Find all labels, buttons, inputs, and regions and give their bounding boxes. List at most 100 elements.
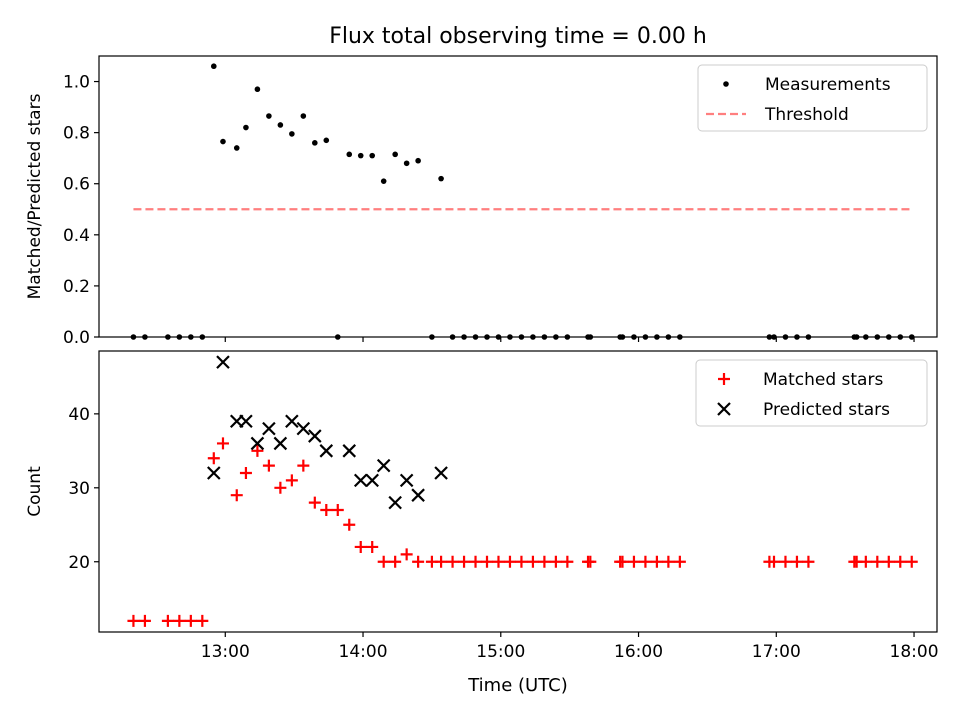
- matched-star-point: [538, 555, 551, 568]
- measurement-point: [518, 334, 525, 340]
- measurement-point: [210, 63, 217, 70]
- matched-star-point: [458, 555, 471, 568]
- bottom-panel: 13:00 14:00 15:00 16:00 17:00 18:00 20 30 40 Coun…: [25, 350, 939, 662]
- measurement-point: [220, 138, 226, 145]
- matched-star-point: [859, 555, 872, 568]
- measurement-point: [142, 334, 148, 340]
- predicted-star-point: [250, 436, 265, 451]
- measurement-point: [438, 175, 444, 182]
- measurement-point: [165, 334, 171, 340]
- measurement-point: [587, 334, 594, 340]
- matched-star-point: [767, 555, 780, 568]
- matched-star-point: [239, 467, 252, 480]
- matched-star-point: [650, 555, 663, 568]
- measurement-point: [853, 334, 860, 340]
- matched-star-point: [173, 614, 186, 627]
- matched-star-point: [216, 437, 229, 450]
- predicted-star-point: [296, 421, 311, 436]
- legend-label: Matched stars: [763, 370, 883, 390]
- predicted-star-point: [376, 458, 391, 473]
- predicted-star-point: [434, 466, 448, 480]
- predicted-star-point: [342, 444, 357, 458]
- legend: [695, 359, 928, 427]
- measurement-point: [472, 334, 479, 340]
- matched-star-point: [331, 503, 344, 516]
- matched-star-point: [262, 459, 275, 472]
- matched-star-point: [526, 555, 539, 568]
- measurement-point: [654, 334, 660, 340]
- measurement-point: [908, 334, 915, 340]
- legend-marker: [717, 402, 731, 416]
- measurement-point: [323, 137, 330, 144]
- y-tick-label: 0.4: [63, 226, 90, 246]
- matched-star-point: [377, 555, 390, 568]
- matched-star-point: [343, 518, 356, 531]
- x-tick-label: 18:00: [890, 642, 939, 662]
- predicted-star-point: [411, 488, 425, 502]
- y-tick-label: 0.6: [63, 175, 90, 195]
- measurement-point: [334, 334, 341, 340]
- y-tick-label: 0.0: [63, 328, 90, 348]
- matched-star-point: [161, 614, 174, 627]
- predicted-star-point: [239, 414, 253, 429]
- matched-star-point: [905, 555, 918, 568]
- y-tick-label: 40: [68, 405, 90, 425]
- y-tick-label: 0.8: [63, 124, 90, 144]
- matched-star-point: [366, 540, 379, 553]
- predicted-star-point: [216, 355, 230, 369]
- top-panel: 0.0 0.2 0.4 0.6 0.8 1.0 Matched/Predicted star…: [25, 55, 938, 348]
- matched-star-point: [127, 614, 140, 627]
- matched-star-point: [196, 614, 209, 627]
- measurement-point: [380, 178, 387, 184]
- measurement-point: [449, 334, 456, 340]
- matched-star-point: [400, 548, 413, 561]
- plot-frame: [98, 55, 938, 338]
- measurement-point: [289, 131, 295, 137]
- legend-label: Threshold: [764, 105, 849, 125]
- x-tick-label: 13:00: [201, 642, 250, 662]
- measurement-point: [619, 334, 626, 340]
- measurement-point: [357, 152, 364, 159]
- measurement-point: [642, 334, 649, 340]
- matched-star-point: [354, 540, 367, 553]
- measurement-point: [771, 334, 777, 340]
- measurement-point: [461, 334, 467, 340]
- measurement-point: [495, 334, 502, 340]
- legend-marker: [723, 81, 729, 87]
- matched-star-point: [320, 503, 333, 516]
- measurement-point: [266, 113, 272, 119]
- matched-star-point: [297, 459, 310, 472]
- measurement-point: [254, 86, 261, 93]
- matched-star-point: [515, 555, 528, 568]
- matched-star-point: [561, 555, 574, 568]
- matched-star-point: [285, 474, 298, 487]
- matched-star-point: [894, 555, 907, 568]
- measurement-point: [782, 334, 789, 340]
- matched-star-point: [138, 614, 151, 627]
- matched-star-point: [389, 555, 402, 568]
- matched-star-point: [549, 555, 562, 568]
- predicted-star-point: [365, 473, 379, 488]
- matched-star-point: [481, 555, 494, 568]
- legend-marker: [718, 373, 730, 385]
- matched-star-point: [435, 555, 448, 568]
- measurement-point: [507, 334, 513, 340]
- measurement-point: [300, 113, 307, 119]
- predicted-star-point: [262, 421, 276, 436]
- y-axis-label: Count: [25, 466, 45, 517]
- matched-star-point: [412, 555, 425, 568]
- matched-star-point: [446, 555, 459, 568]
- y-axis-label: Matched/Predicted stars: [25, 93, 45, 299]
- matched-star-point: [871, 555, 884, 568]
- predicted-star-point: [285, 414, 299, 429]
- matched-star-point: [274, 481, 287, 494]
- matched-star-point: [584, 555, 597, 568]
- x-tick-label: 14:00: [339, 642, 388, 662]
- measurement-point: [277, 122, 284, 128]
- measurement-point: [530, 334, 536, 340]
- matched-star-point: [230, 489, 243, 502]
- y-tick-label: 0.2: [63, 277, 90, 297]
- matched-star-point: [308, 496, 321, 509]
- plot-frame: [98, 350, 938, 633]
